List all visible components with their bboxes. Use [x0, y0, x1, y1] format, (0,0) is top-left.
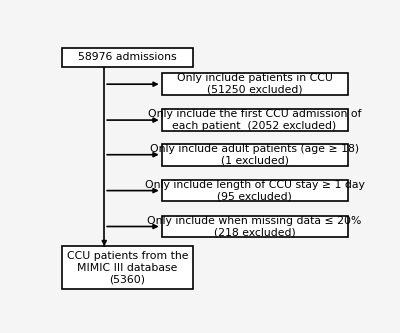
Text: Only include when missing data ≤ 20%
(218 excluded): Only include when missing data ≤ 20% (21…	[148, 216, 362, 237]
Text: Only include adult patients (age ≥ 18)
(1 excluded): Only include adult patients (age ≥ 18) (…	[150, 144, 359, 166]
FancyBboxPatch shape	[62, 246, 193, 289]
Text: CCU patients from the
MIMIC III database
(5360): CCU patients from the MIMIC III database…	[67, 251, 188, 284]
FancyBboxPatch shape	[162, 109, 348, 131]
FancyBboxPatch shape	[162, 215, 348, 237]
Text: Only include the first CCU admission of
each patient  (2052 excluded): Only include the first CCU admission of …	[148, 109, 361, 131]
FancyBboxPatch shape	[162, 144, 348, 166]
Text: Only include patients in CCU
(51250 excluded): Only include patients in CCU (51250 excl…	[177, 73, 332, 95]
FancyBboxPatch shape	[162, 180, 348, 201]
Text: 58976 admissions: 58976 admissions	[78, 52, 177, 62]
FancyBboxPatch shape	[162, 73, 348, 95]
Text: Only include length of CCU stay ≥ 1 day
(95 excluded): Only include length of CCU stay ≥ 1 day …	[145, 180, 364, 201]
FancyBboxPatch shape	[62, 48, 193, 67]
